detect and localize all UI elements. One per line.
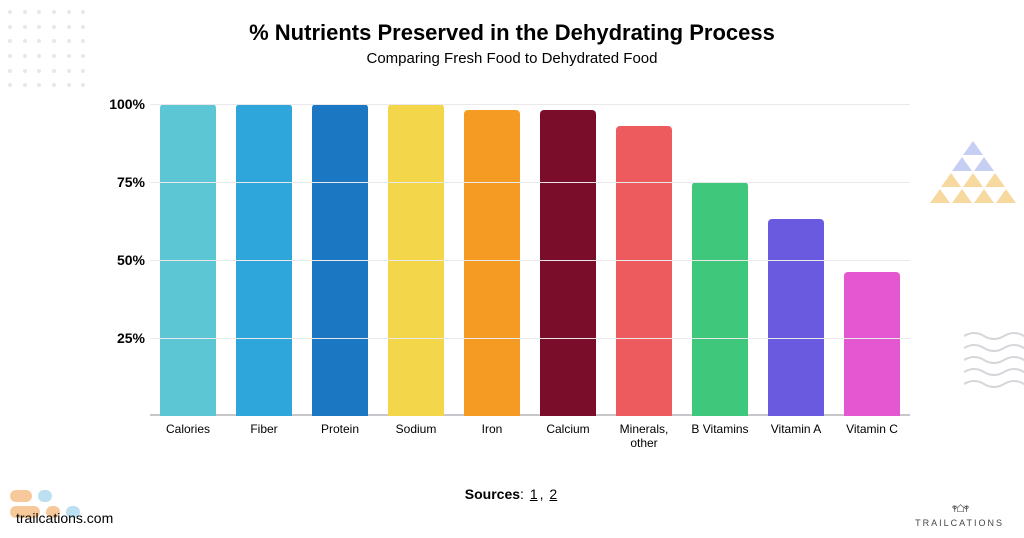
x-tick-label: Calories — [150, 422, 226, 451]
decor-triangles — [928, 140, 1018, 204]
chart-subtitle: Comparing Fresh Food to Dehydrated Food — [0, 50, 1024, 67]
x-tick-label: B Vitamins — [682, 422, 758, 451]
x-tick-label: Minerals, other — [606, 422, 682, 451]
x-tick-label: Vitamin C — [834, 422, 910, 451]
bar — [616, 126, 672, 416]
source-link[interactable]: 2 — [549, 486, 557, 502]
y-tick-label: 75% — [90, 174, 145, 190]
x-tick-label: Vitamin A — [758, 422, 834, 451]
grid-line — [150, 104, 910, 105]
bar — [768, 219, 824, 416]
brand-icon: 𖥧⌂𖥧 — [915, 498, 1004, 517]
x-tick-label: Protein — [302, 422, 378, 451]
x-labels: CaloriesFiberProteinSodiumIronCalciumMin… — [150, 422, 910, 451]
x-tick-label: Iron — [454, 422, 530, 451]
bar — [844, 272, 900, 416]
sources-comma: , — [540, 486, 548, 502]
grid-line — [150, 182, 910, 183]
grid-line — [150, 260, 910, 261]
site-url: trailcations.com — [16, 510, 113, 526]
decor-dot-grid — [8, 10, 88, 90]
y-tick-label: 50% — [90, 252, 145, 268]
plot-area: 25%50%75%100% — [150, 104, 910, 416]
x-tick-label: Calcium — [530, 422, 606, 451]
brand-logo: 𖥧⌂𖥧 TRAILCATIONS — [915, 498, 1004, 528]
x-tick-label: Sodium — [378, 422, 454, 451]
sources-line: Sources: 1, 2 — [0, 486, 1024, 502]
decor-waves — [964, 330, 1024, 390]
chart-title: % Nutrients Preserved in the Dehydrating… — [0, 20, 1024, 46]
bar — [540, 110, 596, 416]
x-tick-label: Fiber — [226, 422, 302, 451]
sources-label: Sources — [465, 486, 520, 502]
y-tick-label: 25% — [90, 330, 145, 346]
sources-colon: : — [520, 486, 528, 502]
brand-name: TRAILCATIONS — [915, 518, 1004, 528]
bar — [692, 182, 748, 416]
y-tick-label: 100% — [90, 96, 145, 112]
grid-line — [150, 338, 910, 339]
bar-chart: 25%50%75%100% CaloriesFiberProteinSodium… — [90, 104, 910, 450]
source-link[interactable]: 1 — [530, 486, 538, 502]
bar — [464, 110, 520, 416]
